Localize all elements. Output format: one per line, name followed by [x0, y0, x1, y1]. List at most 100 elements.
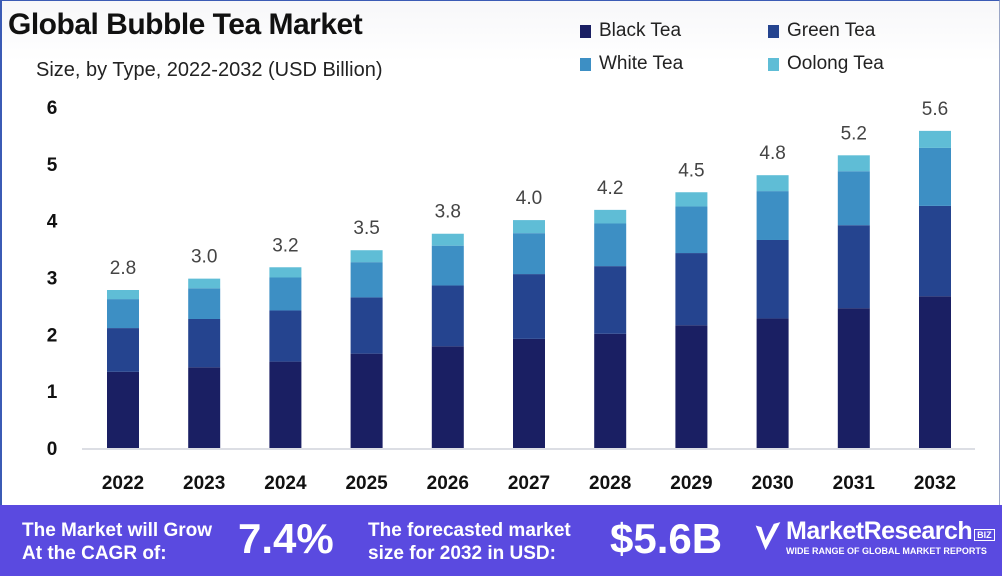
- bar-segment-black-tea: [919, 296, 951, 448]
- legend-swatch: [768, 24, 779, 38]
- forecast-label: The forecasted market size for 2032 in US…: [368, 519, 571, 565]
- total-data-label: 4.0: [516, 188, 542, 209]
- total-data-label: 3.8: [435, 202, 461, 223]
- stacked-bar-chart: 0 1 2 3 4 5 6 2.8 2022 3.0 2023 3.2 2024 3.5 2025 3.8 20…: [47, 98, 975, 494]
- total-data-label: 5.2: [841, 123, 867, 144]
- bar-segment-green-tea: [837, 225, 870, 309]
- forecast-label-line1: The forecasted market: [368, 520, 571, 541]
- x-tick-label: 2031: [833, 473, 876, 494]
- legend-item-black-tea: Black Tea: [580, 20, 681, 42]
- total-data-label: 2.8: [110, 258, 136, 279]
- bar-segment-black-tea: [513, 338, 545, 448]
- chart-subtitle: Size, by Type, 2022-2032 (USD Billion): [36, 59, 383, 81]
- legend-item-white-tea: White Tea: [580, 53, 683, 75]
- bar-segment-oolong-tea: [594, 209, 627, 224]
- bar-segment-white-tea: [350, 262, 383, 298]
- legend-label: White Tea: [599, 53, 684, 74]
- bar-segment-black-tea: [350, 353, 383, 448]
- bar-segment-white-tea: [594, 223, 627, 267]
- bar-segment-black-tea: [188, 367, 221, 448]
- x-tick-label: 2026: [427, 473, 469, 494]
- bar-segment-green-tea: [675, 253, 708, 326]
- total-data-label: 3.2: [272, 235, 298, 256]
- cagr-label-line2: At the CAGR of:: [22, 543, 167, 564]
- bar-segment-white-tea: [431, 245, 464, 286]
- legend-label: Oolong Tea: [787, 53, 884, 74]
- x-tick-label: 2023: [183, 473, 225, 494]
- bar-segment-oolong-tea: [107, 290, 139, 300]
- bar-segment-black-tea: [269, 361, 302, 448]
- legend-swatch: [580, 57, 591, 71]
- x-tick-label: 2025: [345, 473, 388, 494]
- x-tick-label: 2024: [264, 473, 307, 494]
- total-data-label: 4.2: [597, 178, 623, 199]
- total-data-label: 3.5: [353, 218, 379, 239]
- legend-item-green-tea: Green Tea: [768, 20, 875, 42]
- bar-segment-green-tea: [107, 328, 139, 372]
- legend-label: Green Tea: [787, 20, 876, 41]
- bar-segment-oolong-tea: [269, 267, 302, 278]
- bar-segment-oolong-tea: [756, 175, 789, 192]
- bar-segment-oolong-tea: [837, 155, 870, 172]
- chart-title: Global Bubble Tea Market: [8, 8, 363, 41]
- y-tick-label: 5: [47, 155, 58, 176]
- y-tick-label: 6: [47, 98, 58, 119]
- bar-segment-white-tea: [188, 288, 221, 319]
- bar-segment-white-tea: [513, 233, 545, 275]
- bar-segment-oolong-tea: [919, 130, 951, 148]
- bar-segment-white-tea: [675, 206, 708, 254]
- bar-segment-green-tea: [756, 239, 789, 319]
- total-data-label: 5.6: [922, 99, 948, 120]
- bar-segment-white-tea: [837, 171, 870, 226]
- bar-segment-green-tea: [350, 297, 383, 354]
- cagr-label-line1: The Market will Grow: [22, 520, 213, 541]
- bar-segment-oolong-tea: [513, 220, 545, 234]
- x-tick-label: 2032: [914, 473, 956, 494]
- logo-badge: BIZ: [974, 528, 995, 541]
- cagr-label: The Market will Grow At the CAGR of:: [22, 519, 212, 565]
- y-tick-label: 2: [47, 325, 58, 346]
- y-tick-label: 3: [47, 269, 58, 290]
- y-tick-label: 1: [47, 382, 58, 403]
- x-tick-label: 2022: [102, 473, 144, 494]
- bar-segment-oolong-tea: [188, 278, 221, 289]
- x-tick-label: 2029: [670, 473, 712, 494]
- chart-frame: [0, 0, 1000, 505]
- bar-segment-green-tea: [919, 205, 951, 297]
- bar-segment-green-tea: [269, 310, 302, 362]
- legend-swatch: [768, 57, 779, 71]
- cagr-value: 7.4%: [238, 515, 334, 562]
- bar-segment-oolong-tea: [431, 233, 464, 246]
- bar-segment-black-tea: [107, 371, 139, 448]
- legend-item-oolong-tea: Oolong Tea: [768, 53, 884, 75]
- x-tick-label: 2027: [508, 473, 550, 494]
- bar-segment-white-tea: [269, 277, 302, 311]
- bar-segment-black-tea: [594, 333, 627, 448]
- bar-segment-oolong-tea: [350, 250, 383, 263]
- forecast-value: $5.6B: [610, 515, 723, 562]
- logo-checkmark-icon: [755, 522, 781, 551]
- bar-segment-black-tea: [837, 308, 870, 448]
- bar-segment-black-tea: [431, 346, 464, 448]
- x-tick-label: 2030: [751, 473, 793, 494]
- bar-segment-white-tea: [919, 147, 951, 206]
- bar-segment-black-tea: [675, 325, 708, 448]
- total-data-label: 3.0: [191, 247, 217, 268]
- bar-segment-green-tea: [431, 285, 464, 347]
- total-data-label: 4.5: [678, 160, 704, 181]
- bar-segment-white-tea: [756, 191, 789, 240]
- forecast-label-line2: size for 2032 in USD:: [368, 543, 556, 564]
- y-tick-label: 4: [47, 212, 58, 233]
- bar-segment-green-tea: [188, 318, 221, 368]
- y-tick-label: 0: [47, 439, 58, 460]
- bar-segment-black-tea: [756, 318, 789, 448]
- x-tick-label: 2028: [589, 473, 631, 494]
- bar-segment-white-tea: [107, 299, 139, 329]
- logo-name: MarketResearch: [786, 517, 973, 545]
- bar-segment-oolong-tea: [675, 192, 708, 207]
- total-data-label: 4.8: [759, 143, 785, 164]
- bar-segment-green-tea: [594, 266, 627, 334]
- logo-tagline: WIDE RANGE OF GLOBAL MARKET REPORTS: [786, 546, 987, 556]
- marketresearch-logo: MarketResearch BIZ WIDE RANGE OF GLOBAL M…: [754, 517, 995, 557]
- legend-label: Black Tea: [599, 20, 682, 41]
